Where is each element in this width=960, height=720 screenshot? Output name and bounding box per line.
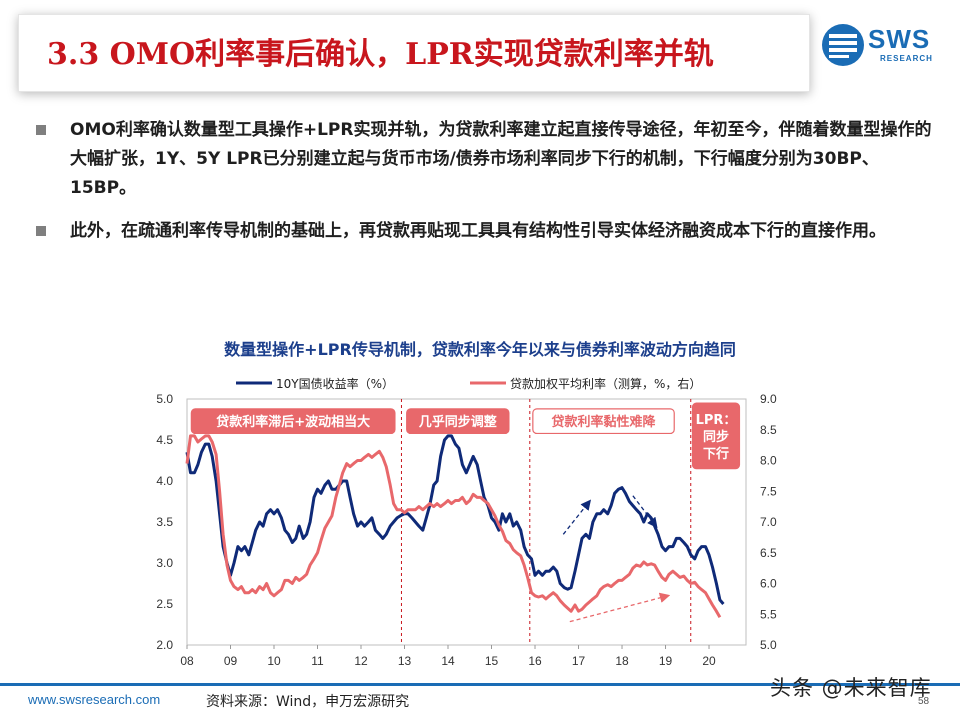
x-tick-label: 16 [528,654,542,668]
annotation-box [406,408,510,435]
y-left-tick-label: 3.5 [156,515,173,529]
trend-arrow [569,592,671,623]
bullet-text: OMO利率确认数量型工具操作+LPR实现并轨，为贷款利率建立起直接传导途径，年初… [70,120,932,198]
y-right-tick-label: 6.0 [760,577,777,591]
bullet-square-icon [36,226,46,236]
annotation-label: 贷款利率黏性难降 [552,414,657,430]
annotation-label: 同步 [703,429,729,445]
sws-logo: SWS RESEARCH [820,22,940,70]
logo-text: SWS [868,24,931,54]
y-left-tick-label: 3.0 [156,556,173,570]
legend-label: 10Y国债收益率（%） [276,376,394,391]
x-tick-label: 17 [572,654,586,668]
y-left-tick-label: 4.5 [156,433,173,447]
watermark: 头条 @未来智库 [770,676,932,700]
x-tick-label: 09 [224,654,238,668]
plot-frame [186,398,747,646]
series-line-loan-rate [185,434,722,619]
x-tick-label: 13 [398,654,412,668]
logo-subtext: RESEARCH [880,54,933,63]
chart-title: 数量型操作+LPR传导机制，贷款利率今年以来与债券利率波动方向趋同 [224,340,736,359]
annotation-label: LPR： [696,413,737,428]
y-right-tick-label: 5.5 [760,607,777,621]
bullet-text: 此外，在疏通利率传导机制的基础上，再贷款再贴现工具具有结构性引导实体经济融资成本… [70,221,886,241]
series-line-10y-bond [185,434,725,605]
x-tick-label: 20 [702,654,716,668]
annotation-label: 贷款利率滞后+波动相当大 [216,414,370,430]
annotation-label: 下行 [703,446,729,462]
y-left-tick-label: 4.0 [156,474,173,488]
annotation-box [190,408,396,435]
bullet-square-icon [36,125,46,135]
trend-arrow [632,495,658,529]
page-title: 3.3 OMO利率事后确认，LPR实现贷款利率并轨 [47,37,714,72]
y-right-tick-label: 6.5 [760,546,777,560]
x-tick-label: 12 [354,654,368,668]
y-left-tick-label: 5.0 [156,392,173,406]
footer-source: 资料来源：Wind，申万宏源研究 [206,694,410,710]
x-tick-label: 18 [615,654,629,668]
sws-logo-icon [822,24,864,66]
footer-divider [0,683,960,686]
x-tick-label: 11 [311,654,324,668]
bullet-item: OMO利率确认数量型工具操作+LPR实现并轨，为贷款利率建立起直接传导途径，年初… [36,116,936,203]
x-tick-label: 14 [441,654,455,668]
y-right-tick-label: 5.0 [760,638,777,652]
y-left-tick-label: 2.0 [156,638,173,652]
legend-label: 贷款加权平均利率（测算，%，右） [510,376,701,391]
y-left-tick-label: 2.5 [156,597,173,611]
page-number: 58 [918,696,930,707]
x-tick-label: 15 [485,654,499,668]
y-right-tick-label: 9.0 [760,392,777,406]
y-right-tick-label: 7.5 [760,484,777,498]
annotation-box [532,408,675,435]
bullet-list: OMO利率确认数量型工具操作+LPR实现并轨，为贷款利率建立起直接传导途径，年初… [36,116,936,260]
footer-url[interactable]: www.swsresearch.com [28,692,161,707]
bullet-item: 此外，在疏通利率传导机制的基础上，再贷款再贴现工具具有结构性引导实体经济融资成本… [36,217,936,246]
y-right-tick-label: 8.5 [760,423,777,437]
title-bar: 3.3 OMO利率事后确认，LPR实现贷款利率并轨 [18,14,810,92]
annotation-label: 几乎同步调整 [419,414,498,430]
x-tick-label: 10 [267,654,281,668]
y-right-tick-label: 8.0 [760,454,777,468]
trend-arrow [562,499,592,535]
x-tick-label: 08 [180,654,194,668]
x-tick-label: 19 [659,654,673,668]
annotation-box [691,402,741,470]
y-right-tick-label: 7.0 [760,515,777,529]
